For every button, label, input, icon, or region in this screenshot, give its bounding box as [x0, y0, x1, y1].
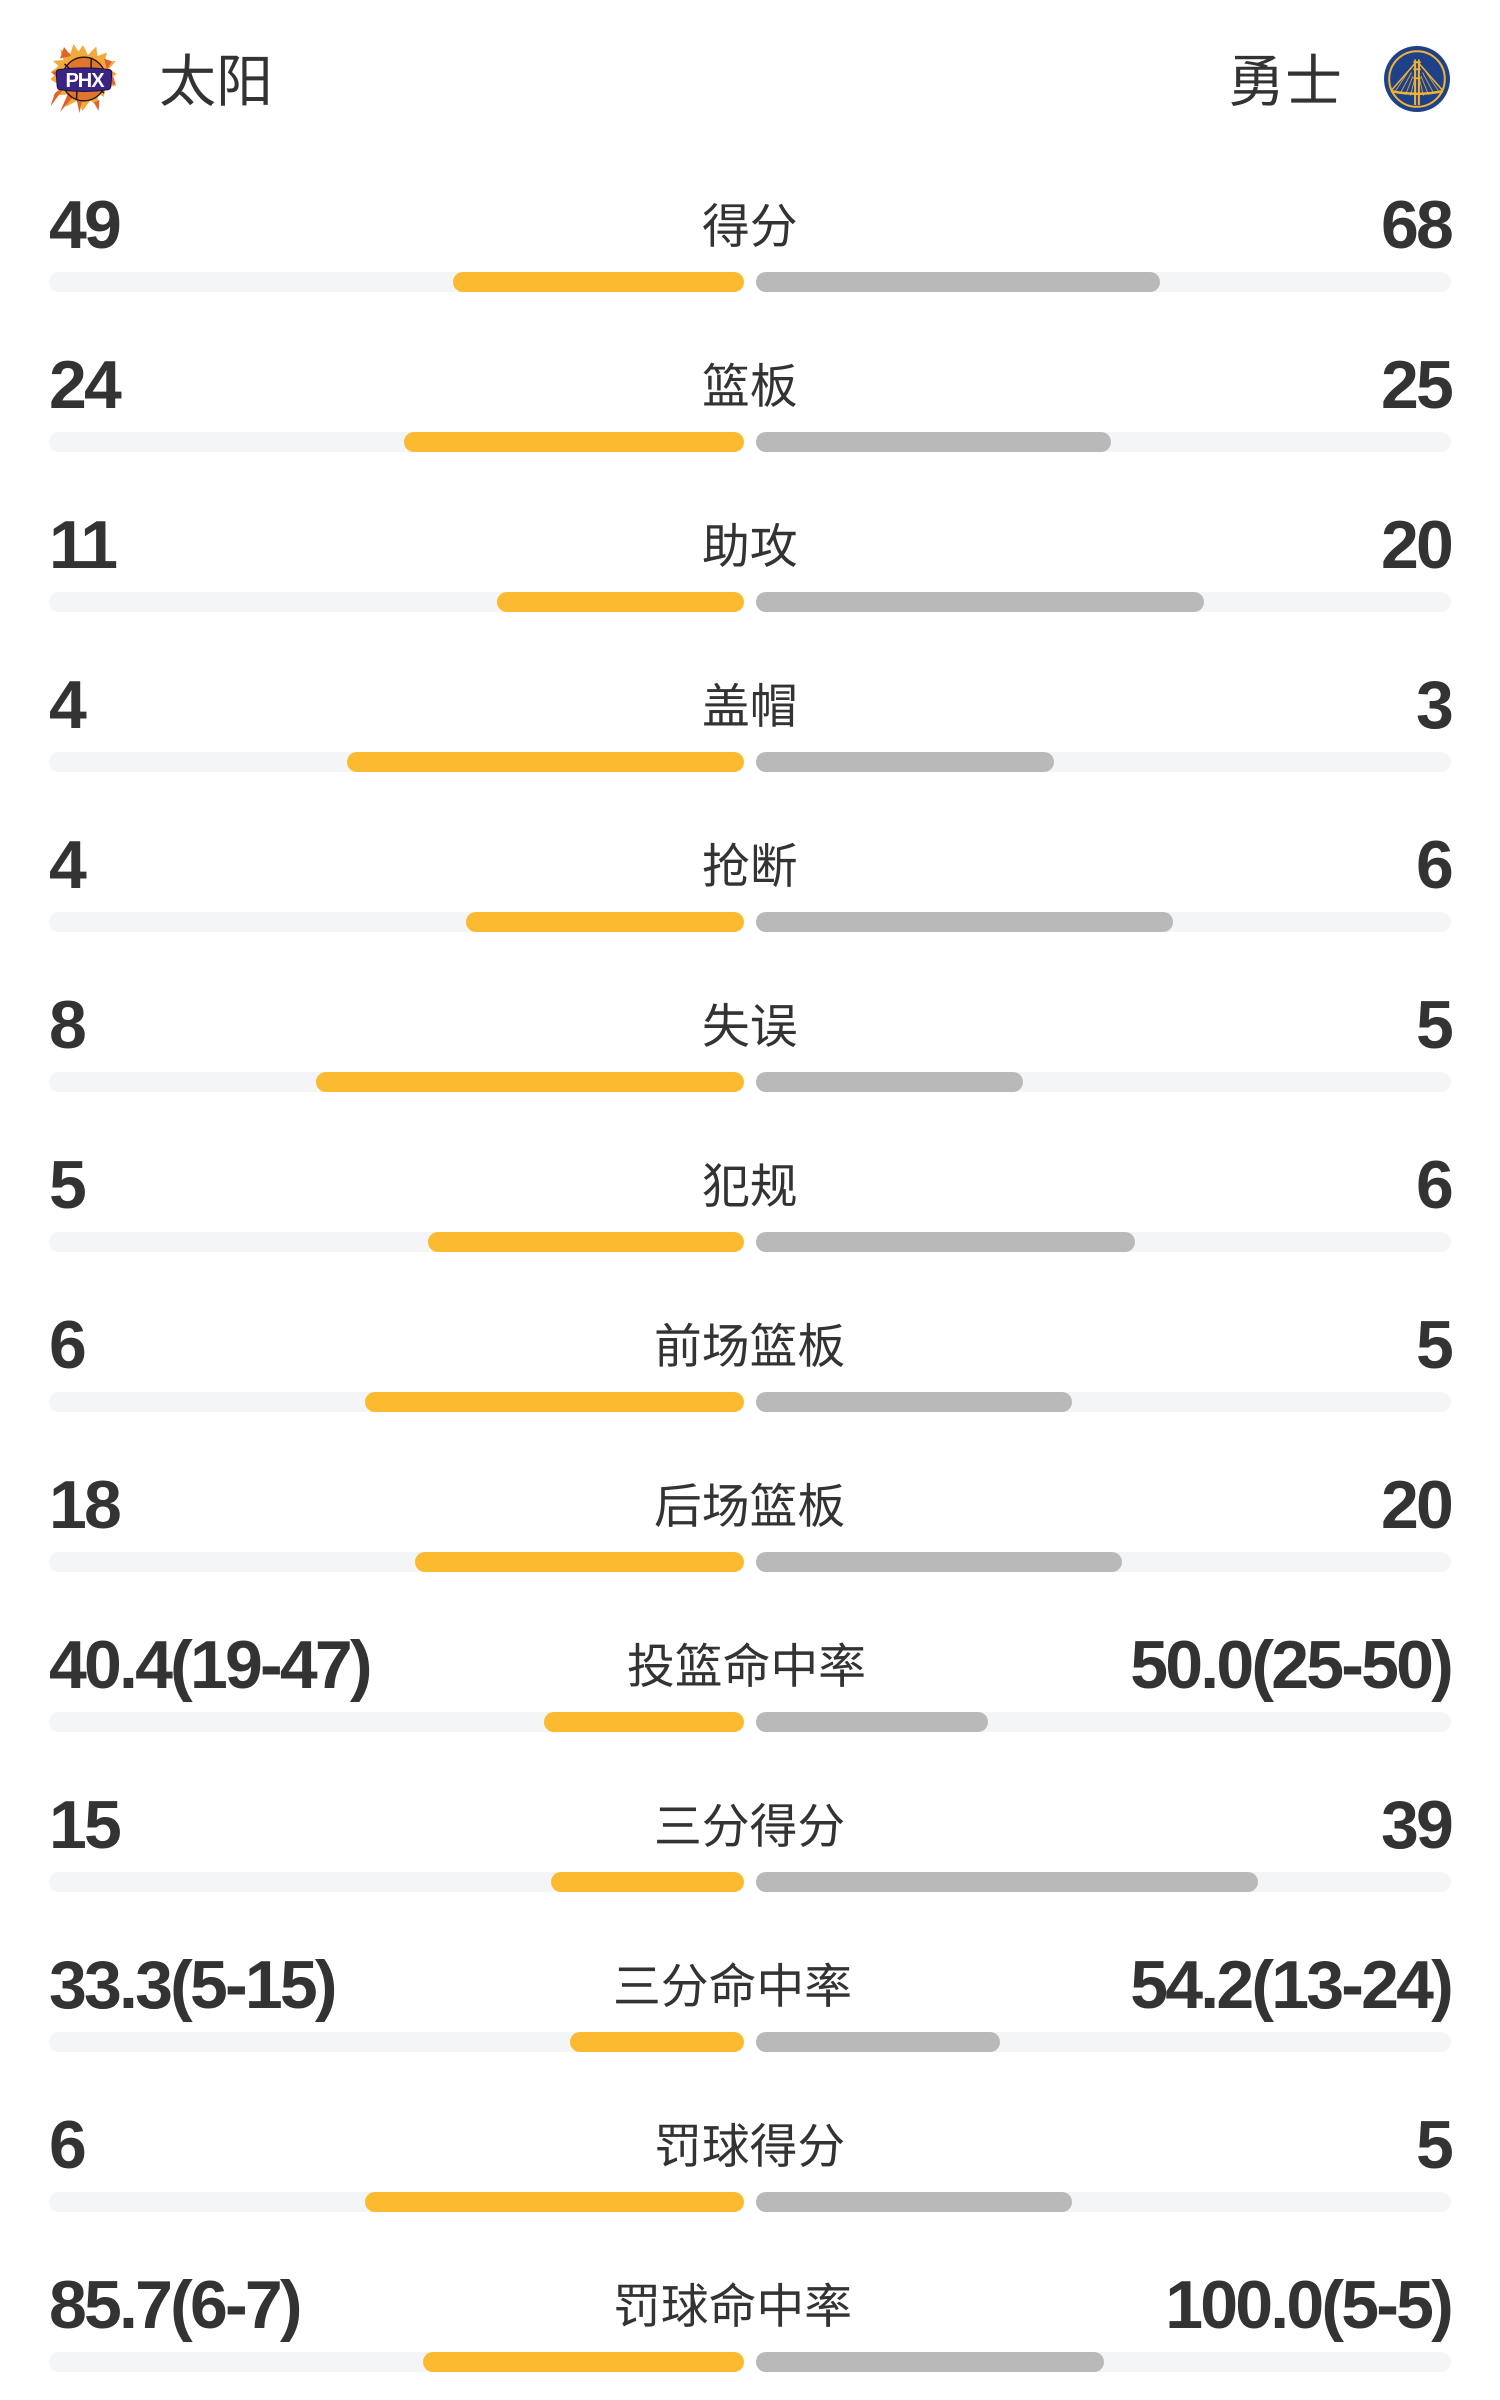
svg-text:PHX: PHX: [65, 70, 105, 92]
